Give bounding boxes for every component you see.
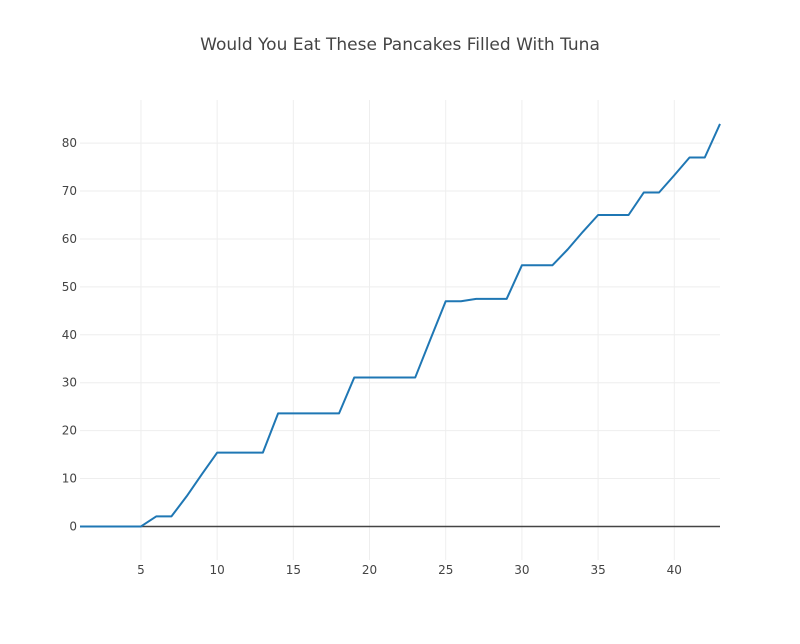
y-tick-label: 80: [62, 136, 77, 150]
y-tick-label: 50: [62, 280, 77, 294]
x-tick-label: 40: [667, 563, 682, 577]
x-tick-label: 30: [514, 563, 529, 577]
tick-labels: 5 10 15 20 25 30 35 40 0 10 20 30 40 50 60 70 80: [62, 136, 682, 577]
series-line: [80, 123, 721, 528]
x-tick-label: 20: [362, 563, 377, 577]
y-tick-label: 40: [62, 328, 77, 342]
x-tick-label: 5: [137, 563, 145, 577]
x-tick-label: 10: [210, 563, 225, 577]
y-tick-label: 60: [62, 232, 77, 246]
x-tick-label: 15: [286, 563, 301, 577]
chart-title: Would You Eat These Pancakes Filled With…: [200, 35, 600, 55]
y-tick-label: 10: [62, 472, 77, 486]
y-tick-label: 0: [69, 519, 77, 533]
y-tick-label: 30: [62, 376, 77, 390]
x-tick-label: 35: [590, 563, 605, 577]
y-tick-label: 20: [62, 424, 77, 438]
y-tick-label: 70: [62, 184, 77, 198]
grid-layer: [80, 100, 720, 560]
x-tick-label: 25: [438, 563, 453, 577]
series-layer: [80, 123, 721, 528]
